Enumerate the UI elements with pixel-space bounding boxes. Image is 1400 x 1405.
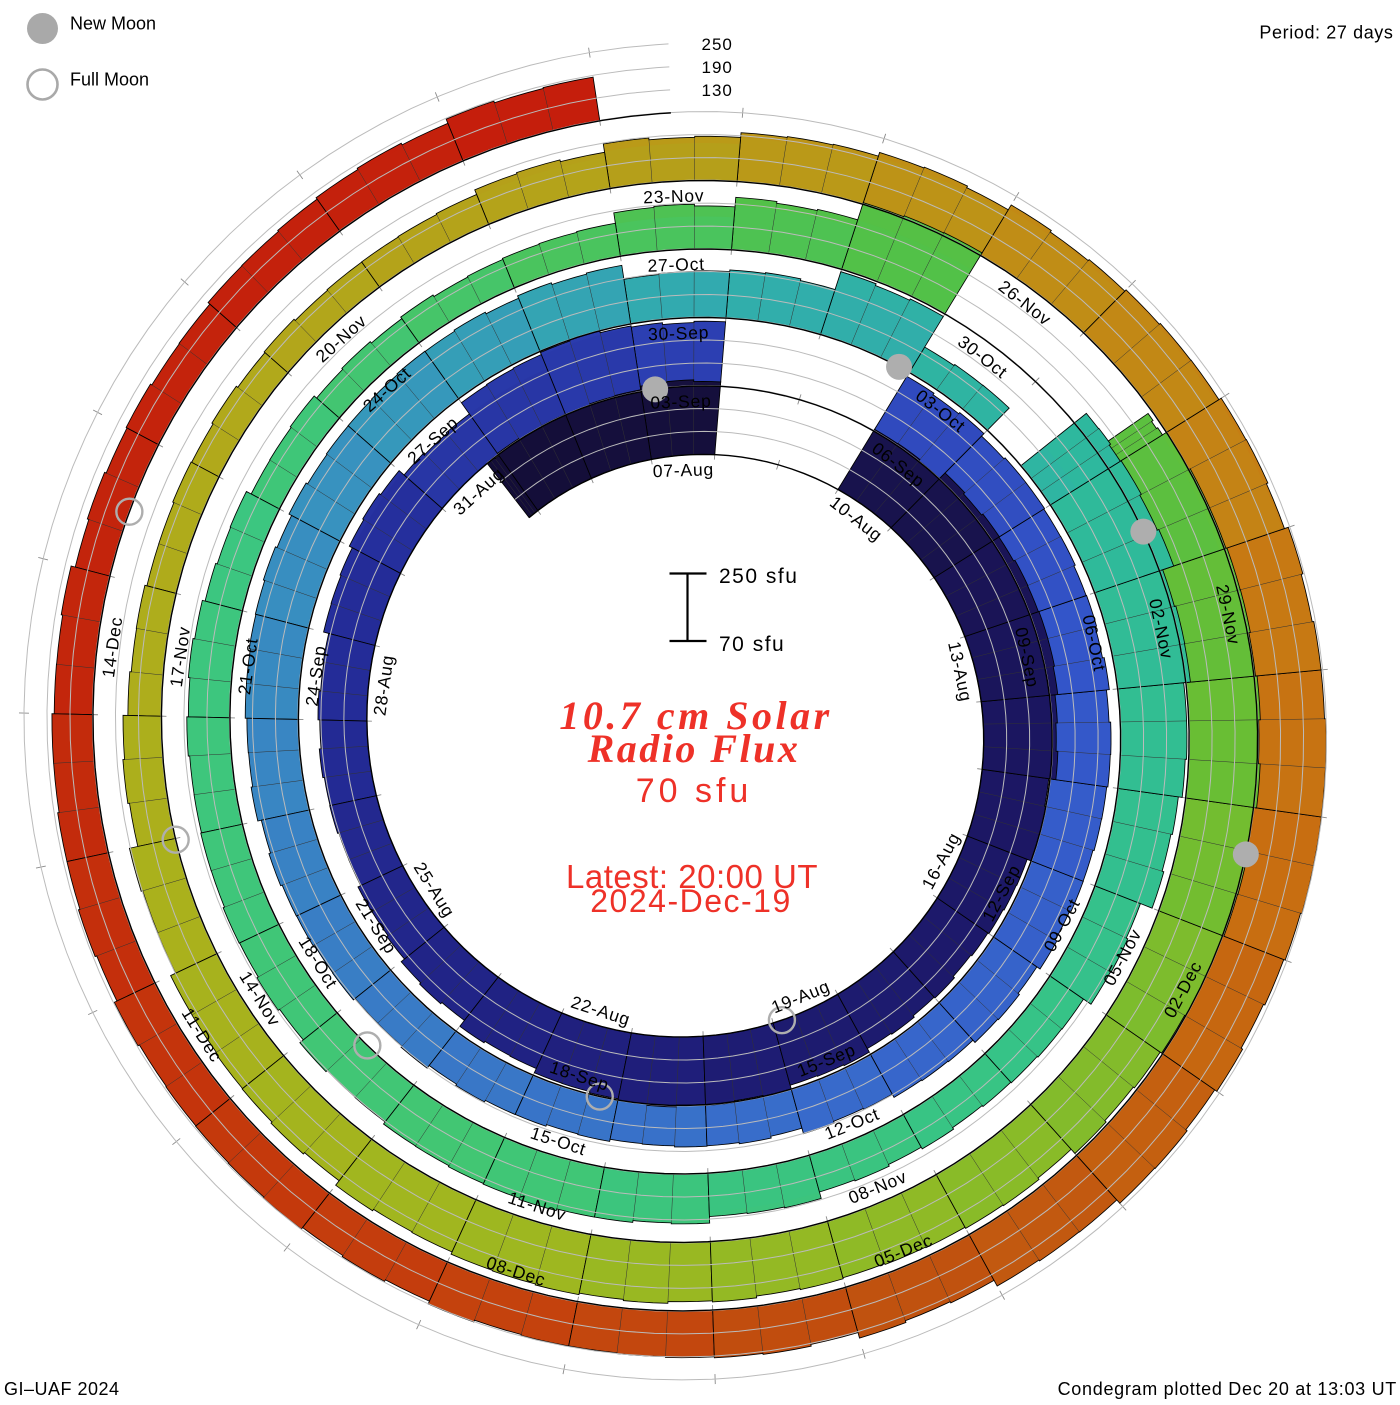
svg-text:130: 130	[702, 81, 733, 100]
svg-text:250: 250	[702, 35, 733, 54]
svg-text:Period: 27 days: Period: 27 days	[1259, 23, 1393, 43]
svg-text:70 sfu: 70 sfu	[636, 772, 753, 810]
svg-text:03-Sep: 03-Sep	[650, 391, 712, 413]
svg-text:Radio Flux: Radio Flux	[587, 726, 801, 771]
svg-text:Full Moon: Full Moon	[70, 70, 149, 90]
svg-text:250 sfu: 250 sfu	[719, 565, 798, 588]
svg-text:23-Nov: 23-Nov	[643, 185, 705, 207]
svg-text:GI–UAF 2024: GI–UAF 2024	[4, 1379, 120, 1399]
svg-text:Condegram plotted Dec 20 at 13: Condegram plotted Dec 20 at 13:03 UT	[1058, 1379, 1397, 1399]
svg-text:27-Oct: 27-Oct	[647, 254, 705, 276]
svg-text:10.7 cm Solar: 10.7 cm Solar	[559, 693, 832, 738]
svg-text:Latest: 20:00 UT: Latest: 20:00 UT	[566, 858, 818, 895]
svg-text:07-Aug: 07-Aug	[652, 459, 714, 481]
svg-text:30-Sep: 30-Sep	[648, 322, 710, 344]
svg-text:2024-Dec-19: 2024-Dec-19	[590, 883, 792, 919]
svg-text:190: 190	[702, 58, 733, 77]
svg-text:70 sfu: 70 sfu	[719, 633, 785, 656]
svg-text:New Moon: New Moon	[70, 14, 156, 34]
